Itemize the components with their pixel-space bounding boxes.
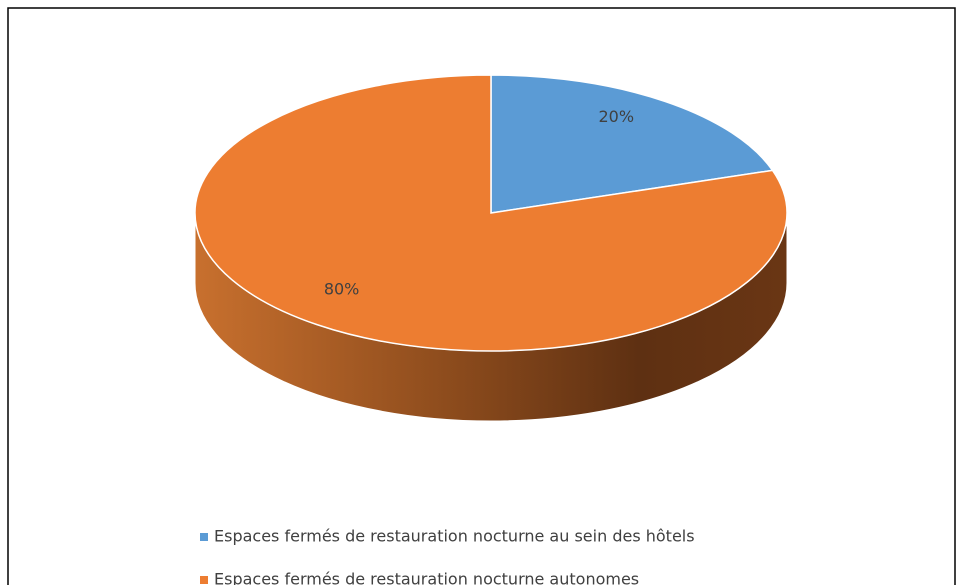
legend-swatch (200, 533, 208, 541)
data-label: 20% (598, 107, 634, 126)
pie-slice (490, 74, 774, 214)
legend-swatch (200, 576, 208, 584)
legend-label: Espaces fermés de restauration nocturne … (214, 570, 639, 585)
pie: 20% 80% (194, 74, 788, 422)
pie-slice (194, 74, 788, 352)
data-label: 80% (324, 279, 360, 298)
legend-label: Espaces fermés de restauration nocturne … (214, 527, 695, 546)
legend: Espaces fermés de restauration nocturne … (200, 527, 695, 585)
